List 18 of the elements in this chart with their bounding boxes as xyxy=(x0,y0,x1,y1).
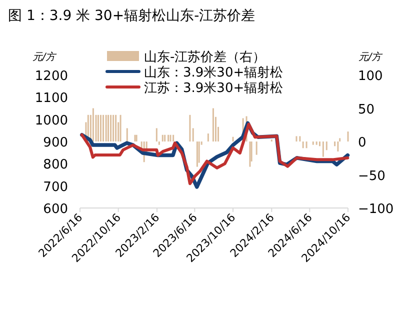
y-tick-label: 800 xyxy=(43,158,68,173)
y-axis-title: 元/方 xyxy=(32,51,58,63)
y2-tick-label: −100 xyxy=(358,202,394,217)
y-tick-label: 600 xyxy=(43,202,68,217)
y-tick-label: 700 xyxy=(43,180,68,195)
legend-label: 山东：3.9米30+辐射松 xyxy=(144,66,284,80)
y-tick-label: 1100 xyxy=(34,91,68,106)
y-tick-label: 1200 xyxy=(34,69,68,84)
y2-tick-label: 50 xyxy=(358,102,375,118)
legend-label: 江苏：3.9米30+辐射松 xyxy=(144,81,284,96)
y-tick-label: 1000 xyxy=(34,113,68,128)
y2-tick-label: −50 xyxy=(358,168,386,184)
title: 图 1：3.9 米 30+辐射松山东-江苏价差 xyxy=(8,8,256,24)
legend-label: 山东-江苏价差（右） xyxy=(144,50,266,65)
y2-tick-label: 100 xyxy=(358,69,383,84)
y2-tick-label: 0 xyxy=(358,136,366,150)
y-tick-label: 900 xyxy=(43,136,68,150)
y2-axis-title: 元/方 xyxy=(358,51,384,63)
